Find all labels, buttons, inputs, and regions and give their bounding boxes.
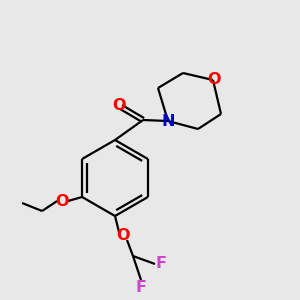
Text: F: F bbox=[155, 256, 167, 272]
Text: O: O bbox=[55, 194, 69, 208]
Text: O: O bbox=[116, 229, 130, 244]
Text: O: O bbox=[207, 71, 221, 86]
Text: F: F bbox=[136, 280, 146, 295]
Text: O: O bbox=[112, 98, 126, 113]
Text: N: N bbox=[161, 115, 175, 130]
